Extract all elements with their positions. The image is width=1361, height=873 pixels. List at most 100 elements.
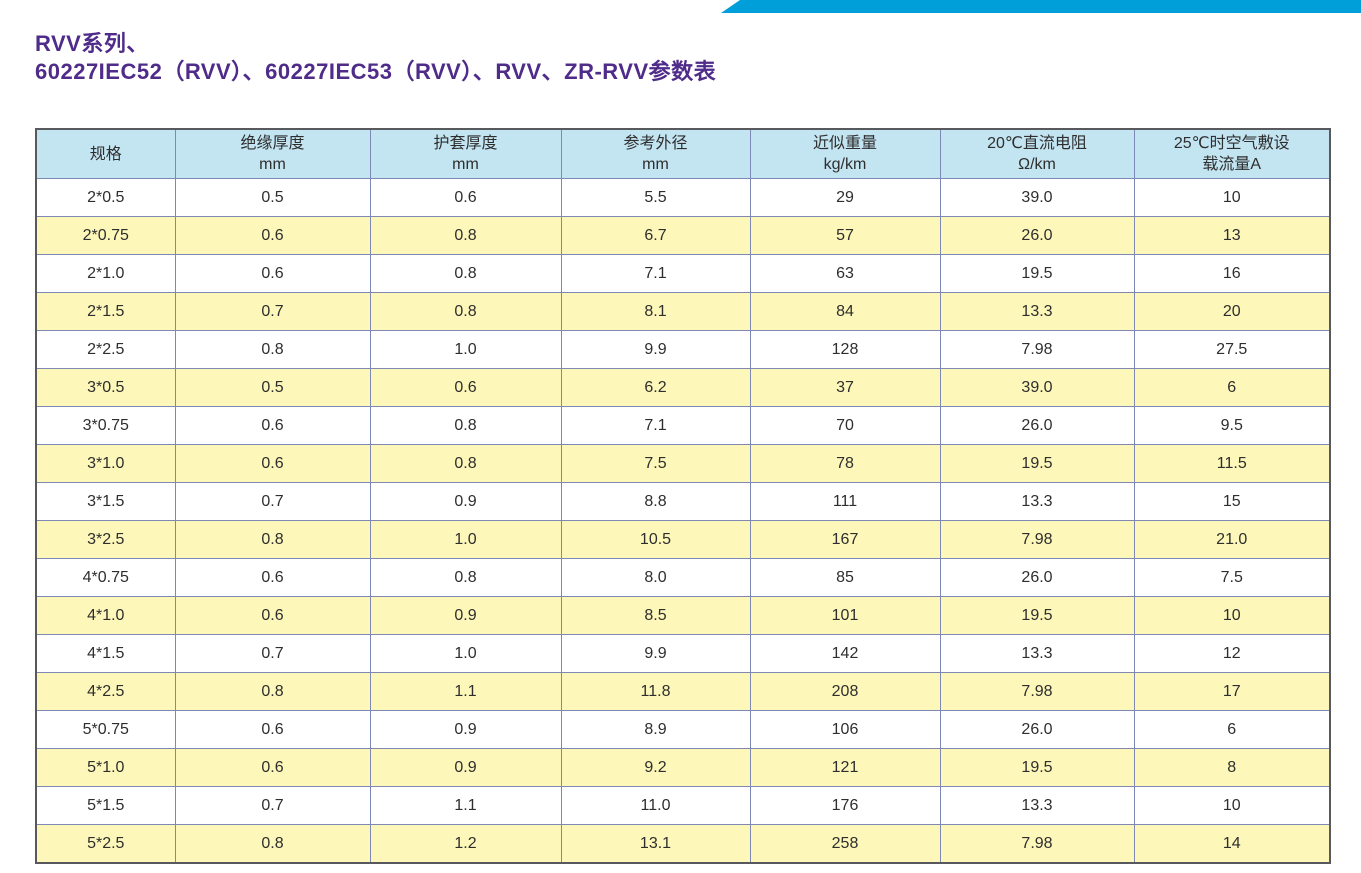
column-header: 参考外径 mm bbox=[560, 128, 751, 179]
table-cell: 142 bbox=[749, 634, 941, 673]
accent-band bbox=[721, 0, 1361, 13]
table-cell: 1.0 bbox=[369, 634, 562, 673]
table-cell: 10 bbox=[1133, 596, 1331, 635]
table-cell: 0.8 bbox=[174, 520, 371, 559]
table-cell: 19.5 bbox=[939, 444, 1135, 483]
table-cell: 0.5 bbox=[174, 368, 371, 407]
table-cell: 26.0 bbox=[939, 558, 1135, 597]
table-cell: 0.8 bbox=[174, 330, 371, 369]
table-cell: 13.3 bbox=[939, 786, 1135, 825]
table-row: 3*0.75 0.6 0.8 7.1 70 26.0 9.5 bbox=[35, 406, 1331, 445]
table-cell: 27.5 bbox=[1133, 330, 1331, 369]
table-cell: 128 bbox=[749, 330, 941, 369]
table-cell: 2*0.75 bbox=[35, 216, 176, 255]
table-cell: 2*1.0 bbox=[35, 254, 176, 293]
table-cell: 15 bbox=[1133, 482, 1331, 521]
table-cell: 4*0.75 bbox=[35, 558, 176, 597]
table-cell: 3*2.5 bbox=[35, 520, 176, 559]
table-cell: 70 bbox=[749, 406, 941, 445]
table-cell: 4*2.5 bbox=[35, 672, 176, 711]
table-cell: 0.6 bbox=[174, 406, 371, 445]
table-cell: 1.1 bbox=[369, 786, 562, 825]
column-header: 近似重量 kg/km bbox=[749, 128, 941, 179]
table-cell: 21.0 bbox=[1133, 520, 1331, 559]
table-cell: 0.8 bbox=[174, 824, 371, 864]
table-cell: 13.3 bbox=[939, 292, 1135, 331]
table-cell: 0.8 bbox=[369, 444, 562, 483]
header-row: 规格 绝缘厚度 mm 护套厚度 mm 参考外径 mm 近似重量 kg/km 20℃直流电阻 Ω/km… bbox=[35, 128, 1331, 179]
table-cell: 0.6 bbox=[174, 558, 371, 597]
table-cell: 4*1.5 bbox=[35, 634, 176, 673]
table-cell: 26.0 bbox=[939, 710, 1135, 749]
table-cell: 8.8 bbox=[560, 482, 751, 521]
table-cell: 0.9 bbox=[369, 748, 562, 787]
table-row: 4*1.5 0.7 1.0 9.9 142 13.3 12 bbox=[35, 634, 1331, 673]
table-cell: 0.8 bbox=[369, 292, 562, 331]
table-cell: 3*1.5 bbox=[35, 482, 176, 521]
table-cell: 167 bbox=[749, 520, 941, 559]
column-header: 规格 bbox=[35, 128, 176, 179]
column-header-unit: mm bbox=[452, 156, 479, 173]
table-cell: 19.5 bbox=[939, 254, 1135, 293]
table-row: 2*1.0 0.6 0.8 7.1 63 19.5 16 bbox=[35, 254, 1331, 293]
table-body: 2*0.5 0.5 0.6 5.5 29 39.0 10 2*0.75 0.6 0.8 6.7 57 2… bbox=[35, 178, 1331, 864]
table-cell: 0.6 bbox=[174, 748, 371, 787]
table-cell: 5*0.75 bbox=[35, 710, 176, 749]
column-header-unit: Ω/km bbox=[1018, 156, 1056, 173]
table-cell: 0.7 bbox=[174, 482, 371, 521]
table-row: 3*1.0 0.6 0.8 7.5 78 19.5 11.5 bbox=[35, 444, 1331, 483]
table-cell: 16 bbox=[1133, 254, 1331, 293]
column-header-name: 近似重量 bbox=[812, 135, 877, 152]
column-header: 护套厚度 mm bbox=[369, 128, 562, 179]
table-cell: 63 bbox=[749, 254, 941, 293]
table-cell: 4*1.0 bbox=[35, 596, 176, 635]
table-cell: 7.98 bbox=[939, 824, 1135, 864]
table-cell: 12 bbox=[1133, 634, 1331, 673]
table-cell: 1.0 bbox=[369, 330, 562, 369]
table-cell: 2*0.5 bbox=[35, 178, 176, 217]
table-cell: 5.5 bbox=[560, 178, 751, 217]
table-cell: 13.1 bbox=[560, 824, 751, 864]
table-cell: 1.2 bbox=[369, 824, 562, 864]
table-cell: 13 bbox=[1133, 216, 1331, 255]
table-cell: 8.9 bbox=[560, 710, 751, 749]
table-cell: 9.2 bbox=[560, 748, 751, 787]
table-cell: 3*0.5 bbox=[35, 368, 176, 407]
table-header: 规格 绝缘厚度 mm 护套厚度 mm 参考外径 mm 近似重量 kg/km 20℃直流电阻 Ω/km… bbox=[35, 128, 1331, 179]
table-cell: 19.5 bbox=[939, 596, 1135, 635]
table-cell: 0.6 bbox=[369, 368, 562, 407]
table-cell: 2*2.5 bbox=[35, 330, 176, 369]
table-row: 5*1.5 0.7 1.1 11.0 176 13.3 10 bbox=[35, 786, 1331, 825]
table-cell: 7.98 bbox=[939, 330, 1135, 369]
column-header-name: 参考外径 bbox=[623, 135, 688, 152]
table-cell: 20 bbox=[1133, 292, 1331, 331]
table-cell: 0.9 bbox=[369, 482, 562, 521]
table-cell: 7.1 bbox=[560, 254, 751, 293]
table-cell: 0.8 bbox=[369, 558, 562, 597]
table-cell: 8 bbox=[1133, 748, 1331, 787]
table-cell: 5*2.5 bbox=[35, 824, 176, 864]
table-row: 4*2.5 0.8 1.1 11.8 208 7.98 17 bbox=[35, 672, 1331, 711]
table-row: 3*1.5 0.7 0.9 8.8 111 13.3 15 bbox=[35, 482, 1331, 521]
column-header: 绝缘厚度 mm bbox=[174, 128, 371, 179]
table-cell: 7.98 bbox=[939, 520, 1135, 559]
table-cell: 3*0.75 bbox=[35, 406, 176, 445]
page-title-line2: 60227IEC52（RVV）、60227IEC53（RVV）、RVV、ZR-R… bbox=[35, 59, 717, 84]
table-cell: 0.7 bbox=[174, 786, 371, 825]
table-cell: 57 bbox=[749, 216, 941, 255]
table-cell: 7.5 bbox=[560, 444, 751, 483]
table-cell: 0.5 bbox=[174, 178, 371, 217]
parameter-table: 规格 绝缘厚度 mm 护套厚度 mm 参考外径 mm 近似重量 kg/km 20℃直流电阻 Ω/km… bbox=[35, 128, 1331, 864]
table-cell: 13.3 bbox=[939, 482, 1135, 521]
column-header-name: 20℃直流电阻 bbox=[987, 135, 1087, 152]
table-row: 4*0.75 0.6 0.8 8.0 85 26.0 7.5 bbox=[35, 558, 1331, 597]
table-row: 5*0.75 0.6 0.9 8.9 106 26.0 6 bbox=[35, 710, 1331, 749]
table-cell: 9.9 bbox=[560, 634, 751, 673]
table-cell: 85 bbox=[749, 558, 941, 597]
table-cell: 0.8 bbox=[369, 406, 562, 445]
table-row: 5*2.5 0.8 1.2 13.1 258 7.98 14 bbox=[35, 824, 1331, 864]
column-header: 20℃直流电阻 Ω/km bbox=[939, 128, 1135, 179]
table-cell: 101 bbox=[749, 596, 941, 635]
table-cell: 14 bbox=[1133, 824, 1331, 864]
table-cell: 0.6 bbox=[369, 178, 562, 217]
